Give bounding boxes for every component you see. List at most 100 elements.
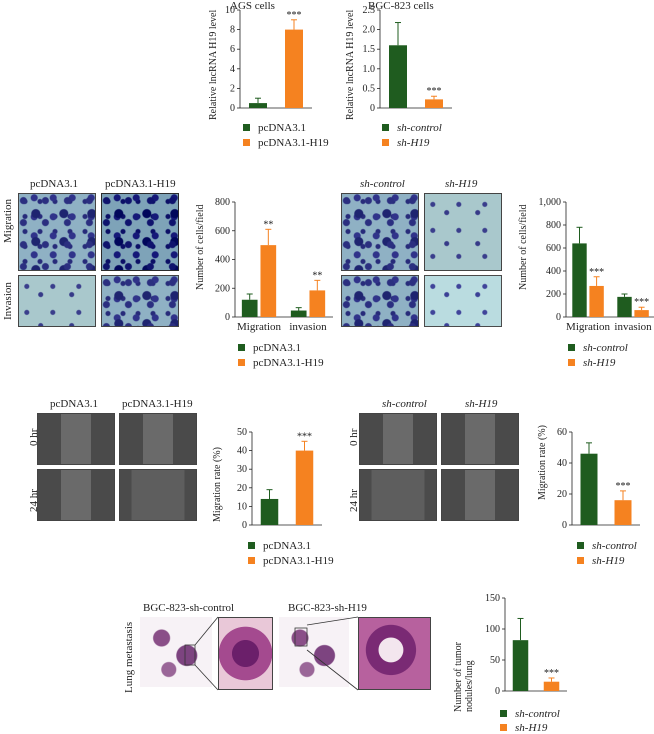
ags-ytick-label: 6 — [230, 44, 235, 55]
legend-label: sh-control — [583, 342, 628, 354]
legend-swatch-green — [243, 124, 250, 131]
legend-swatch-orange — [243, 139, 250, 146]
mig_inv_oe-1-1-significance: ** — [312, 270, 322, 281]
wound-24hr-shh19 — [441, 469, 519, 521]
legend-swatch-orange — [500, 724, 507, 731]
mig_inv_kd-ytick-label: 0 — [556, 312, 561, 323]
legend-label: pcDNA3.1 — [258, 122, 306, 134]
wound-24hr-h19 — [119, 469, 197, 521]
mig_inv_oe-ytick-label: 400 — [215, 255, 230, 266]
legend-swatch-orange — [238, 359, 245, 366]
mig_inv_oe-xtick-label: invasion — [289, 321, 327, 333]
ags-1-significance: *** — [287, 10, 302, 21]
nodules-1-bar — [543, 681, 560, 691]
mig_inv_kd-1-1-bar — [634, 310, 649, 317]
bgc-ytick-label: 0 — [370, 103, 375, 114]
micrograph-migration-shcontrol — [341, 193, 419, 271]
legend-swatch-orange — [382, 139, 389, 146]
legend-label: sh-control — [592, 540, 637, 552]
nodules-ytick-label: 0 — [495, 686, 500, 697]
micrograph-invasion-pcdna — [18, 275, 96, 327]
wound_oe-ytick-label: 30 — [237, 464, 247, 475]
nodules-0-bar — [512, 640, 529, 691]
micrograph-migration-h19 — [101, 193, 179, 271]
legend-swatch-green — [500, 710, 507, 717]
legend-swatch-orange — [568, 359, 575, 366]
mig_inv_kd-0-1-bar — [589, 285, 604, 317]
legend-swatch-green — [382, 124, 389, 131]
bgc-1-bar — [425, 99, 443, 108]
bgc-ytick-label: 2.5 — [363, 5, 376, 16]
mig_inv_kd-ytick-label: 600 — [546, 243, 561, 254]
lung-col-label-2: BGC-823-sh-H19 — [288, 602, 367, 614]
bgc-ytick-label: 0.5 — [363, 83, 376, 94]
mig_inv_kd-ytick-label: 400 — [546, 266, 561, 277]
micrograph-invasion-shcontrol — [341, 275, 419, 327]
mig_inv_kd-0-0-bar — [572, 243, 587, 317]
legend-swatch-green — [577, 542, 584, 549]
mig_inv_oe-ytick-label: 200 — [215, 283, 230, 294]
mig_inv_kd-xtick-label: Migration — [566, 321, 610, 333]
wound-24hr-pcdna — [37, 469, 115, 521]
ags-1-bar — [285, 29, 303, 109]
mig_inv_kd-xtick-label: invasion — [614, 321, 652, 333]
lung-col-label-1: BGC-823-sh-control — [143, 602, 235, 614]
legend-label: pcDNA3.1-H19 — [258, 137, 329, 149]
wound-0hr-shh19 — [441, 413, 519, 465]
wound_kd-1-bar — [614, 500, 632, 525]
nodules-ytick-label: 50 — [490, 655, 500, 666]
wound_oe-ytick-label: 50 — [237, 427, 247, 438]
mig_inv_oe-1-0-bar — [290, 310, 307, 317]
mig_inv_oe-0-0-bar — [241, 299, 258, 317]
legend-label: sh-H19 — [592, 555, 625, 567]
mig_inv_oe-ytick-label: 0 — [225, 312, 230, 323]
legend-swatch-orange — [248, 557, 255, 564]
wound_oe-1-significance: *** — [297, 431, 312, 442]
legend-label: sh-control — [515, 708, 560, 720]
wound_kd-0-bar — [580, 453, 598, 525]
mig_inv_kd-ytick-label: 200 — [546, 289, 561, 300]
wound_oe-ytick-label: 20 — [237, 483, 247, 494]
ags-chart-title: AGS cells — [230, 0, 275, 12]
transwell-kd-col-label-2: sh-H19 — [445, 178, 478, 190]
lung-zoom-shh19 — [358, 617, 431, 690]
bgc-ytick-label: 1.0 — [363, 64, 376, 75]
lung-zoom-shcontrol — [218, 617, 273, 690]
ags-ytick-label: 10 — [225, 5, 235, 16]
bgc-0-bar — [389, 45, 407, 108]
mig_inv_oe-0-1-bar — [260, 245, 277, 317]
legend-label: sh-H19 — [515, 722, 548, 734]
bgc-ytick-label: 1.5 — [363, 44, 376, 55]
ags-ytick-label: 8 — [230, 25, 235, 36]
mig_inv_oe-ytick-label: 800 — [215, 197, 230, 208]
wound-0hr-h19 — [119, 413, 197, 465]
bgc-ytick-label: 2.0 — [363, 25, 376, 36]
mig_inv_kd-ytick-label: 800 — [546, 220, 561, 231]
wound-kd-col-label-1: sh-control — [382, 398, 427, 410]
legend-label: sh-H19 — [583, 357, 616, 369]
legend-label: pcDNA3.1-H19 — [263, 555, 334, 567]
wound_kd-ytick-label: 40 — [557, 458, 567, 469]
nodules-ytick-label: 150 — [485, 593, 500, 604]
ags-ytick-label: 4 — [230, 64, 235, 75]
nodules-ytick-label: 100 — [485, 624, 500, 635]
bgc-chart-title: BGC-823 cells — [368, 0, 434, 12]
wound-24hr-shcontrol — [359, 469, 437, 521]
wound_kd-ytick-label: 0 — [562, 520, 567, 531]
micrograph-invasion-shh19 — [424, 275, 502, 327]
mig_inv_kd-1-0-bar — [617, 296, 632, 317]
nodules-1-significance: *** — [544, 668, 559, 679]
wound_oe-ytick-label: 0 — [242, 520, 247, 531]
bgc-1-significance: *** — [427, 86, 442, 97]
wound_oe-0-bar — [260, 498, 279, 525]
wound_oe-1-bar — [295, 450, 314, 525]
wound-0hr-pcdna — [37, 413, 115, 465]
micrograph-invasion-h19 — [101, 275, 179, 327]
wound_kd-ytick-label: 60 — [557, 427, 567, 438]
transwell-col-label-1: pcDNA3.1 — [30, 178, 78, 190]
legend-swatch-green — [568, 344, 575, 351]
transwell-kd-col-label-1: sh-control — [360, 178, 405, 190]
legend-swatch-green — [238, 344, 245, 351]
ags-0-bar — [249, 103, 267, 108]
